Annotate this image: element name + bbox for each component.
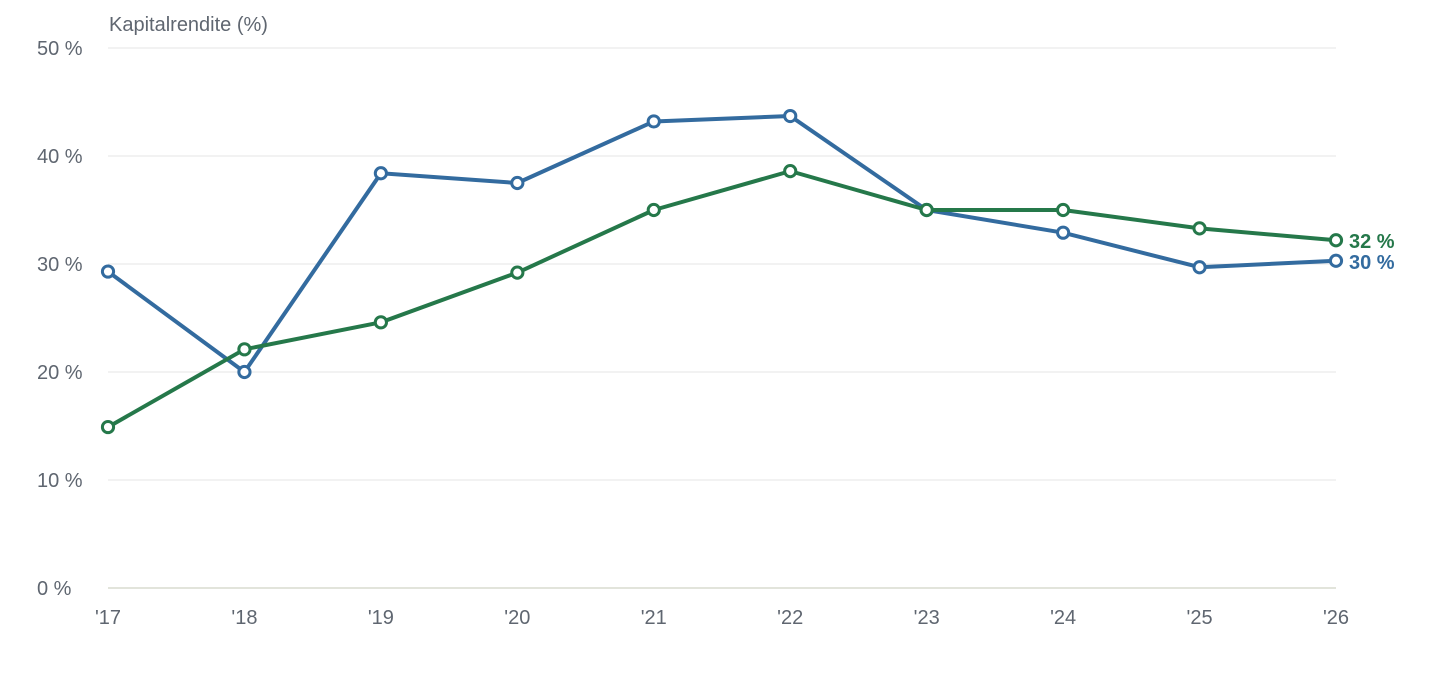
data-point-green-3 (510, 265, 525, 280)
grid-layer (108, 47, 1336, 589)
data-point-green-1 (237, 342, 252, 357)
x-tick-label: '22 (777, 607, 803, 629)
y-axis: 0 % 10 % 20 % 30 % 40 % 50 % (37, 38, 83, 600)
data-point-green-9 (1328, 233, 1344, 248)
y-tick-label: 20 % (37, 362, 83, 384)
x-axis: '17 '18 '19 '20 '21 '22 '23 '24 '25 '26 (95, 607, 1349, 629)
data-point-green-5 (783, 164, 798, 179)
data-point-blue-4 (646, 114, 661, 129)
data-point-green-6 (919, 202, 934, 218)
data-point-blue-9 (1328, 253, 1344, 268)
data-point-blue-2 (373, 166, 388, 181)
end-labels: 30 %32 % (1349, 231, 1395, 274)
data-point-green-7 (1056, 202, 1071, 218)
y-tick-label: 50 % (37, 38, 83, 60)
x-tick-label: '23 (914, 607, 940, 629)
x-tick-label: '25 (1187, 607, 1213, 629)
x-tick-label: '24 (1050, 607, 1076, 629)
data-point-green-0 (100, 419, 116, 435)
y-tick-label: 40 % (37, 146, 83, 168)
x-tick-label: '18 (231, 607, 257, 629)
y-tick-label: 10 % (37, 470, 83, 492)
data-point-blue-7 (1056, 225, 1071, 240)
series-line-blue (106, 114, 1338, 374)
data-point-green-8 (1192, 221, 1207, 236)
data-point-blue-0 (100, 264, 116, 279)
data-point-blue-8 (1192, 260, 1207, 275)
series-line-green (106, 169, 1338, 430)
data-point-blue-3 (510, 175, 525, 191)
x-tick-label: '20 (504, 607, 530, 629)
x-tick-label: '17 (95, 607, 121, 629)
x-tick-label: '21 (641, 607, 667, 629)
x-tick-label: '19 (368, 607, 394, 629)
data-point-green-2 (373, 315, 388, 330)
y-tick-label: 30 % (37, 254, 83, 276)
data-point-green-4 (646, 202, 661, 218)
data-point-blue-1 (237, 364, 252, 380)
x-tick-label: '26 (1323, 607, 1349, 629)
y-axis-title: Kapitalrendite (%) (109, 14, 268, 36)
series-layer (100, 108, 1344, 435)
end-label-green: 32 % (1349, 231, 1395, 253)
data-point-blue-5 (783, 108, 798, 124)
end-label-blue: 30 % (1349, 252, 1395, 274)
y-tick-label: 0 % (37, 578, 72, 600)
